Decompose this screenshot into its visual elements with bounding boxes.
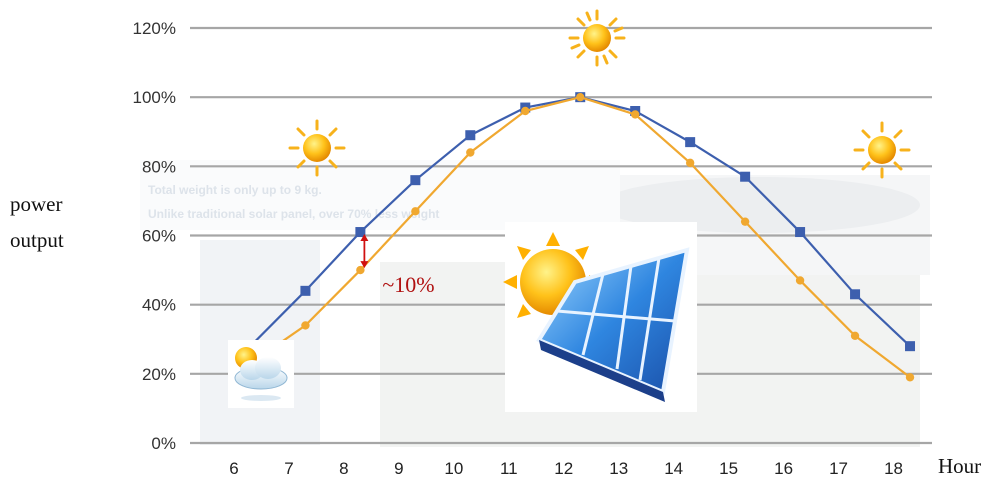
- data-point: [410, 175, 421, 186]
- data-point: [466, 148, 475, 157]
- y-axis-label: power output: [10, 192, 64, 252]
- x-tick-label: 15: [719, 459, 738, 478]
- y-axis-label-line2: output: [10, 228, 64, 252]
- data-point: [576, 92, 585, 102]
- data-point: [905, 341, 916, 352]
- data-point: [300, 285, 311, 296]
- y-axis-label-line1: power: [10, 192, 62, 216]
- data-point: [905, 373, 915, 382]
- x-tick-label: 12: [554, 459, 573, 478]
- x-tick-label: 13: [609, 459, 628, 478]
- x-tick-labels: 6 7 8 9 10 11 12 13 14 15 16 17 18: [229, 459, 903, 478]
- y-tick-labels: 0% 20% 40% 60% 80% 100% 120%: [133, 19, 176, 453]
- data-point: [850, 289, 861, 300]
- cloudy-weather-icon: [228, 340, 294, 408]
- grid-layer: [190, 26, 932, 445]
- y-tick-label: 120%: [133, 19, 176, 38]
- x-tick-label: 10: [444, 459, 463, 478]
- data-point: [521, 106, 530, 116]
- data-point: [685, 158, 695, 168]
- y-tick-label: 40%: [142, 296, 176, 315]
- x-tick-label: 9: [394, 459, 403, 478]
- series-layer: [245, 92, 916, 382]
- x-tick-label: 6: [229, 459, 238, 478]
- y-tick-label: 0%: [151, 434, 176, 453]
- x-tick-label: 7: [284, 459, 293, 478]
- x-tick-label: 16: [774, 459, 793, 478]
- difference-label: ~10%: [382, 272, 434, 297]
- data-point: [465, 130, 476, 141]
- data-point: [740, 171, 751, 182]
- x-tick-label: 14: [664, 459, 683, 478]
- solar-panel: [536, 247, 690, 402]
- background-caption-line2: Unlike traditional solar panel, over 70%…: [148, 207, 439, 221]
- sun-icon: [288, 119, 346, 177]
- x-tick-label: 18: [884, 459, 903, 478]
- difference-annotation: ~10%: [360, 234, 435, 297]
- data-point: [795, 276, 805, 285]
- y-tick-label: 20%: [142, 365, 176, 384]
- y-tick-label: 60%: [142, 227, 176, 246]
- solar-panel-icon: [503, 222, 697, 412]
- data-point: [631, 110, 640, 119]
- arrow-head-up: [360, 234, 369, 242]
- data-point: [850, 331, 860, 340]
- x-axis-label: Hour: [938, 454, 981, 478]
- y-tick-label: 80%: [142, 157, 176, 176]
- x-tick-label: 17: [829, 459, 848, 478]
- data-point: [740, 217, 750, 226]
- data-point: [356, 265, 365, 275]
- data-point: [301, 321, 310, 330]
- background-caption-line1: Total weight is only up to 9 kg.: [148, 183, 322, 197]
- sun-icon: [568, 9, 626, 67]
- data-point: [355, 227, 366, 238]
- x-tick-label: 8: [339, 459, 348, 478]
- arrow-head-down: [360, 261, 369, 269]
- x-tick-label: 11: [500, 459, 518, 478]
- data-point: [411, 207, 420, 216]
- y-tick-label: 100%: [133, 88, 176, 107]
- sun-icon: [853, 121, 911, 179]
- data-point: [685, 137, 696, 148]
- data-point: [795, 227, 806, 238]
